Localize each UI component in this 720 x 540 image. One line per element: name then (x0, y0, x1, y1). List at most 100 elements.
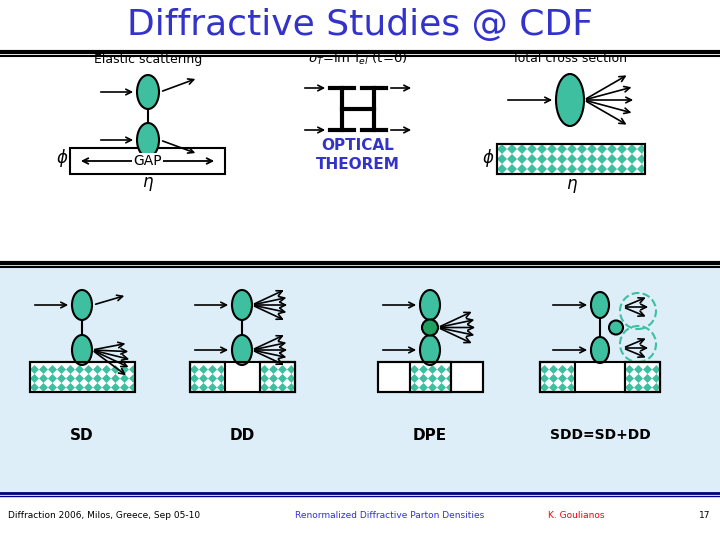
Polygon shape (39, 383, 48, 392)
Polygon shape (84, 383, 93, 392)
Polygon shape (617, 144, 627, 154)
Polygon shape (507, 154, 517, 164)
Polygon shape (120, 374, 129, 383)
Polygon shape (102, 383, 111, 392)
Polygon shape (634, 365, 643, 374)
Ellipse shape (422, 320, 438, 335)
Ellipse shape (420, 335, 440, 365)
Text: SD: SD (70, 428, 94, 442)
Ellipse shape (72, 290, 92, 320)
Polygon shape (497, 144, 507, 154)
Polygon shape (217, 374, 225, 383)
Ellipse shape (420, 290, 440, 320)
Polygon shape (48, 374, 57, 383)
Polygon shape (57, 374, 66, 383)
Text: Diffraction 2006, Milos, Greece, Sep 05-10: Diffraction 2006, Milos, Greece, Sep 05-… (8, 511, 200, 521)
Text: OPTICAL
THEOREM: OPTICAL THEOREM (316, 138, 400, 172)
Polygon shape (102, 365, 111, 374)
Polygon shape (419, 374, 428, 383)
Bar (378, 362, 483, 392)
Polygon shape (287, 383, 295, 392)
Polygon shape (549, 383, 558, 392)
Polygon shape (540, 383, 549, 392)
Polygon shape (527, 144, 537, 154)
Polygon shape (208, 383, 217, 392)
Text: $\sigma_T$=Im f$_{el}$ (t=0): $\sigma_T$=Im f$_{el}$ (t=0) (308, 51, 408, 67)
Polygon shape (567, 164, 577, 174)
Text: DD: DD (230, 428, 255, 442)
Polygon shape (75, 374, 84, 383)
Bar (540, 362, 575, 392)
Bar (625, 362, 660, 392)
Polygon shape (111, 383, 120, 392)
Bar (225, 362, 260, 392)
Polygon shape (567, 144, 577, 154)
Polygon shape (634, 374, 643, 383)
Polygon shape (48, 365, 57, 374)
Polygon shape (260, 374, 269, 383)
Polygon shape (199, 374, 208, 383)
Polygon shape (199, 383, 208, 392)
Polygon shape (410, 374, 419, 383)
Text: $\phi$: $\phi$ (55, 147, 68, 169)
Polygon shape (217, 383, 225, 392)
Polygon shape (558, 365, 567, 374)
Bar (575, 362, 625, 392)
Polygon shape (497, 164, 507, 174)
Polygon shape (428, 374, 437, 383)
Polygon shape (577, 154, 587, 164)
Bar (30, 362, 135, 392)
Polygon shape (437, 365, 446, 374)
Polygon shape (129, 365, 135, 374)
Text: DPE: DPE (413, 428, 447, 442)
Bar (497, 144, 645, 174)
Polygon shape (260, 365, 269, 374)
Polygon shape (57, 365, 66, 374)
Polygon shape (597, 154, 607, 164)
Polygon shape (587, 154, 597, 164)
Polygon shape (437, 383, 446, 392)
Ellipse shape (591, 292, 609, 318)
Text: K. Goulianos: K. Goulianos (548, 511, 605, 521)
Polygon shape (428, 365, 437, 374)
Bar (260, 362, 295, 392)
Ellipse shape (232, 335, 252, 365)
Polygon shape (627, 154, 637, 164)
Bar (30, 362, 135, 392)
Polygon shape (39, 365, 48, 374)
Bar (70, 148, 225, 174)
Polygon shape (190, 374, 199, 383)
Polygon shape (547, 164, 557, 174)
Polygon shape (75, 365, 84, 374)
Polygon shape (84, 374, 93, 383)
Ellipse shape (232, 290, 252, 320)
Polygon shape (607, 154, 617, 164)
Ellipse shape (609, 321, 623, 334)
Bar (190, 362, 295, 392)
Polygon shape (637, 154, 645, 164)
Polygon shape (549, 365, 558, 374)
Text: Total cross section: Total cross section (513, 52, 628, 65)
Polygon shape (190, 365, 199, 374)
Polygon shape (567, 374, 575, 383)
Polygon shape (643, 383, 652, 392)
Polygon shape (557, 144, 567, 154)
Polygon shape (634, 383, 643, 392)
Polygon shape (93, 374, 102, 383)
Polygon shape (111, 374, 120, 383)
Polygon shape (190, 383, 199, 392)
Polygon shape (637, 164, 645, 174)
Bar (540, 362, 660, 392)
Polygon shape (652, 383, 660, 392)
Ellipse shape (556, 74, 584, 126)
Bar (410, 362, 451, 392)
Bar (190, 362, 225, 392)
Polygon shape (287, 374, 295, 383)
Text: SDD=SD+DD: SDD=SD+DD (549, 428, 650, 442)
Polygon shape (625, 374, 634, 383)
Polygon shape (625, 383, 634, 392)
Polygon shape (597, 164, 607, 174)
Polygon shape (278, 383, 287, 392)
Polygon shape (269, 365, 278, 374)
Polygon shape (120, 365, 129, 374)
